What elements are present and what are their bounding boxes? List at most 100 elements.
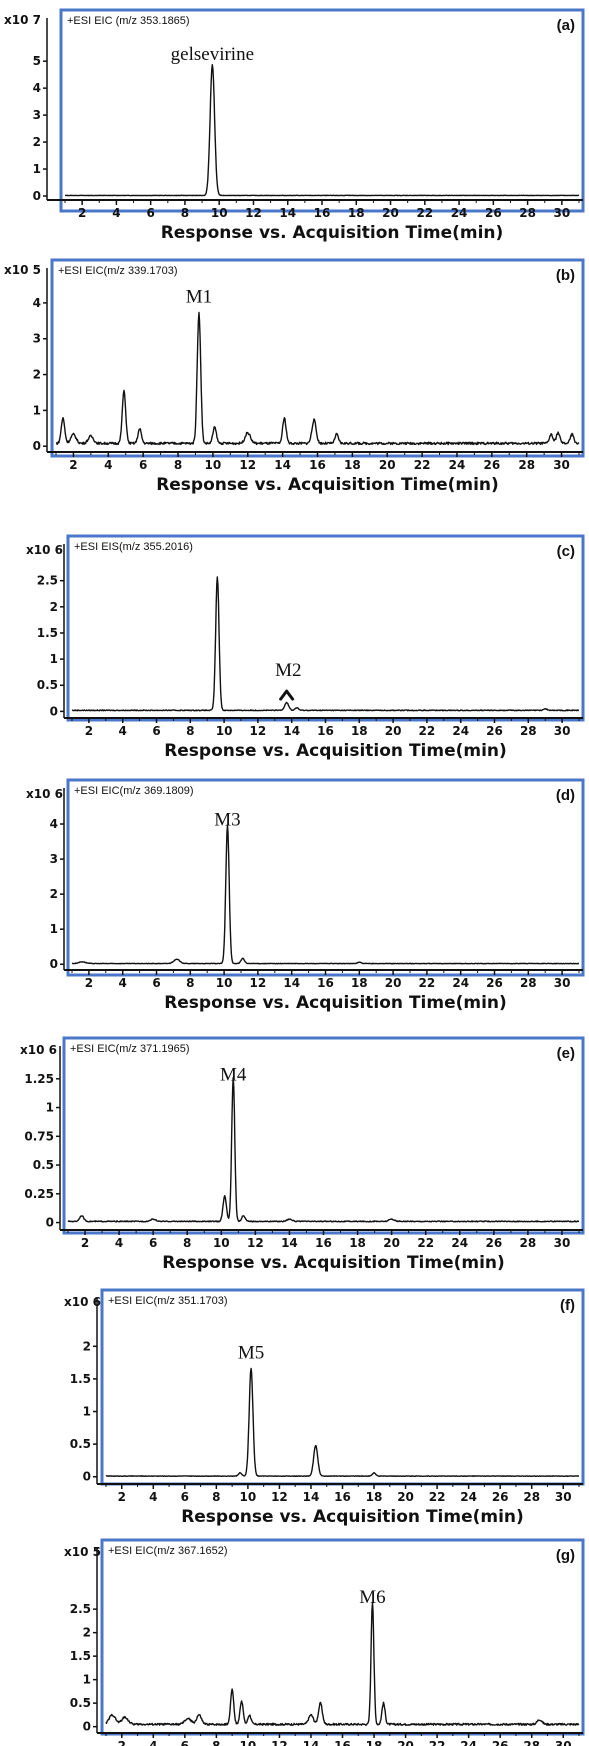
x-tick-label: 18 (344, 458, 361, 472)
x-tick-label: 2 (85, 976, 93, 990)
x-tick-label: 24 (460, 1739, 477, 1746)
x-tick-label: 14 (283, 976, 300, 990)
peak-label: M2 (275, 660, 301, 681)
x-axis-label: Response vs. Acquisition Time(min) (164, 741, 507, 761)
x-tick-label: 26 (486, 724, 503, 738)
x-tick-label: 6 (152, 976, 160, 990)
y-tick-label: 2 (83, 1626, 91, 1640)
x-tick-label: 24 (451, 206, 468, 220)
y-tick-label: 1.5 (70, 1649, 91, 1663)
y-tick-label: 0.5 (70, 1437, 91, 1451)
x-tick-label: 26 (483, 458, 500, 472)
eic-trace (71, 576, 580, 712)
x-tick-label: 30 (554, 1236, 571, 1250)
x-tick-label: 8 (174, 458, 182, 472)
x-tick-label: 26 (492, 1490, 509, 1504)
y-tick-label: 1 (33, 162, 41, 176)
eic-trace (105, 1602, 580, 1726)
x-tick-label: 10 (211, 206, 228, 220)
x-tick-label: 12 (250, 976, 267, 990)
eic-header: +ESI EIC (m/z 353.1865) (67, 15, 190, 27)
x-tick-label: 30 (555, 1739, 572, 1746)
y-tick-label: 0 (46, 1216, 54, 1230)
x-tick-label: 26 (486, 976, 503, 990)
x-tick-label: 30 (555, 1490, 572, 1504)
peak-label: M3 (214, 809, 240, 830)
x-tick-label: 24 (451, 1236, 468, 1250)
x-tick-label: 18 (351, 976, 368, 990)
panel-letter: (b) (556, 267, 575, 284)
x-tick-label: 22 (419, 976, 436, 990)
x-tick-label: 18 (349, 1236, 366, 1250)
x-tick-label: 6 (149, 1236, 157, 1250)
x-tick-label: 12 (245, 206, 262, 220)
x-tick-label: 10 (205, 458, 222, 472)
y-tick-label: 2 (50, 887, 58, 901)
eic-header: +ESI EIC(m/z 367.1652) (108, 1545, 228, 1557)
y-tick-label: 0.5 (37, 678, 58, 692)
peak-label: M4 (220, 1065, 247, 1086)
x-tick-label: 22 (429, 1490, 446, 1504)
x-tick-label: 20 (383, 1236, 400, 1250)
chart-panel-g: +ESI EIC(m/z 367.1652) (g)x10 500.511.522… (64, 1538, 585, 1746)
y-tick-label: 2.5 (70, 1602, 91, 1616)
x-tick-label: 14 (303, 1739, 320, 1746)
x-tick-label: 2 (118, 1739, 126, 1746)
y-tick-label: 1 (46, 1101, 54, 1115)
panel-frame (62, 1036, 585, 1235)
y-tick-label: 3 (33, 332, 41, 346)
y-tick-label: 2 (83, 1339, 91, 1353)
x-tick-label: 4 (115, 1236, 123, 1250)
x-tick-label: 20 (397, 1490, 414, 1504)
x-tick-label: 30 (554, 976, 571, 990)
y-tick-label: 0 (83, 1720, 91, 1734)
y-multiplier: x10 7 (4, 13, 41, 27)
x-tick-label: 28 (523, 1739, 540, 1746)
y-tick-label: 4 (33, 81, 41, 95)
y-tick-label: 1 (50, 652, 58, 666)
x-tick-label: 20 (397, 1739, 414, 1746)
x-tick-label: 16 (317, 976, 334, 990)
x-axis-label: Response vs. Acquisition Time(min) (161, 223, 504, 243)
x-tick-label: 14 (283, 724, 300, 738)
y-tick-label: 1.5 (37, 626, 58, 640)
y-tick-label: 0 (50, 704, 58, 718)
x-tick-label: 16 (309, 458, 326, 472)
x-tick-label: 26 (492, 1739, 509, 1746)
eic-header: +ESI EIC(m/z 339.1703) (58, 265, 178, 277)
x-tick-label: 14 (279, 206, 296, 220)
x-tick-label: 16 (334, 1490, 351, 1504)
x-tick-label: 4 (149, 1739, 157, 1746)
y-tick-label: 5 (33, 54, 41, 68)
y-tick-label: 0 (33, 189, 41, 203)
y-tick-label: 2 (33, 135, 41, 149)
x-tick-label: 10 (216, 976, 233, 990)
x-tick-label: 12 (271, 1490, 288, 1504)
x-tick-label: 6 (139, 458, 147, 472)
panel-letter: (e) (557, 1045, 575, 1062)
y-tick-label: 0 (33, 439, 41, 453)
x-axis-label: Response vs. Acquisition Time(min) (181, 1507, 524, 1527)
panel-frame (50, 258, 585, 458)
x-tick-label: 6 (146, 206, 154, 220)
y-multiplier: x10 6 (26, 543, 63, 557)
x-tick-label: 14 (303, 1490, 320, 1504)
y-tick-label: 3 (33, 108, 41, 122)
y-tick-label: 1 (83, 1405, 91, 1419)
peak-label: M1 (186, 286, 212, 307)
x-tick-label: 4 (112, 206, 120, 220)
panel-letter: (f) (560, 1297, 575, 1314)
x-tick-label: 18 (351, 724, 368, 738)
x-tick-label: 20 (385, 724, 402, 738)
x-tick-label: 26 (485, 1236, 502, 1250)
eic-trace (64, 64, 580, 197)
x-tick-label: 16 (317, 724, 334, 738)
y-multiplier: x10 6 (64, 1295, 101, 1309)
panel-letter: (a) (557, 17, 575, 34)
x-tick-label: 28 (520, 1236, 537, 1250)
x-tick-label: 28 (519, 206, 536, 220)
x-tick-label: 8 (183, 1236, 191, 1250)
peak-label: M6 (359, 1587, 385, 1608)
x-tick-label: 14 (281, 1236, 298, 1250)
